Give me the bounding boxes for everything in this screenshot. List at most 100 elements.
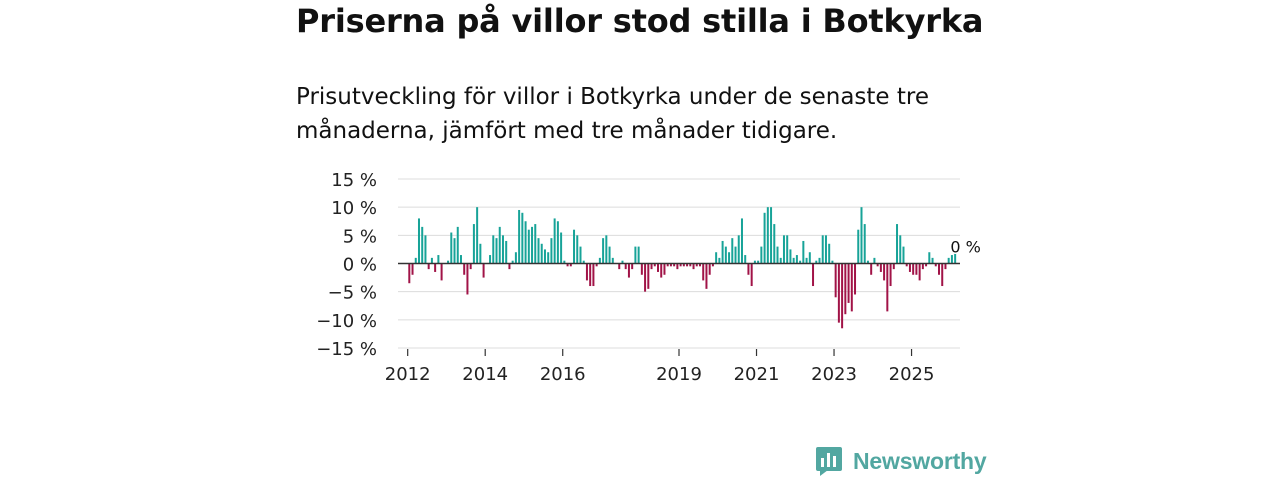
bar — [569, 263, 572, 267]
bar — [492, 235, 495, 264]
bar — [944, 263, 947, 270]
bar — [711, 263, 714, 267]
bar — [469, 263, 472, 270]
bar — [698, 263, 701, 267]
bar — [747, 263, 750, 275]
bar — [760, 246, 763, 264]
bar — [812, 263, 815, 287]
bar — [863, 224, 866, 264]
bar — [621, 260, 624, 264]
bar — [702, 263, 705, 281]
bar — [718, 257, 721, 264]
bar — [427, 263, 430, 270]
bar — [686, 263, 689, 267]
bar — [908, 263, 911, 272]
y-tick-label: −15 % — [316, 339, 377, 360]
bar — [550, 238, 553, 264]
bar — [547, 252, 550, 264]
bar — [902, 246, 905, 264]
bar — [879, 263, 882, 272]
bar — [579, 246, 582, 264]
bar — [782, 235, 785, 264]
bar — [950, 255, 953, 264]
bar — [540, 243, 543, 264]
bar — [896, 224, 899, 264]
bar — [537, 238, 540, 264]
bar — [918, 263, 921, 281]
chart-title: Priserna på villor stod stilla i Botkyrk… — [296, 2, 984, 40]
bar — [424, 235, 427, 264]
bar — [534, 224, 537, 264]
bar — [518, 209, 521, 264]
bar — [472, 224, 475, 264]
bar — [666, 263, 669, 267]
bar — [482, 263, 485, 278]
bar — [566, 263, 569, 267]
bar — [724, 246, 727, 264]
bar — [802, 240, 805, 264]
bar — [805, 257, 808, 264]
bar — [682, 263, 685, 267]
gridlines — [398, 178, 960, 349]
bar — [608, 246, 611, 264]
bar — [434, 263, 437, 272]
bar — [870, 263, 873, 275]
bar — [456, 226, 459, 264]
bar — [779, 257, 782, 264]
y-tick-label: 5 % — [343, 226, 377, 247]
bar — [757, 260, 760, 264]
bar — [640, 263, 643, 275]
bar — [589, 263, 592, 287]
bar — [450, 232, 453, 264]
bar — [598, 257, 601, 264]
bar — [721, 240, 724, 264]
x-tick-label: 2025 — [889, 364, 935, 385]
bar — [476, 207, 479, 264]
x-tick-label: 2021 — [734, 364, 780, 385]
bar — [744, 255, 747, 264]
bar — [753, 260, 756, 264]
bar — [857, 229, 860, 264]
bar — [850, 263, 853, 312]
bar — [521, 212, 524, 264]
y-tick-label: 10 % — [331, 198, 377, 219]
bar — [715, 252, 718, 264]
bar — [637, 246, 640, 264]
bar — [847, 263, 850, 303]
bar — [728, 252, 731, 264]
bar — [556, 221, 559, 264]
bar — [786, 235, 789, 264]
bar — [815, 260, 818, 264]
bar — [799, 260, 802, 264]
bar — [660, 263, 663, 278]
bar — [886, 263, 889, 312]
bar — [531, 226, 534, 264]
newsworthy-logo[interactable]: Newsworthy — [815, 446, 987, 476]
bar — [634, 246, 637, 264]
bar — [430, 257, 433, 264]
bar — [453, 238, 456, 264]
bar — [602, 238, 605, 264]
bar — [734, 246, 737, 264]
bar — [573, 229, 576, 264]
bar — [941, 263, 944, 287]
y-tick-label: −10 % — [316, 311, 377, 332]
bar — [705, 263, 708, 289]
bar — [627, 263, 630, 278]
bar — [892, 263, 895, 270]
bar — [763, 212, 766, 264]
bar — [708, 263, 711, 275]
bar — [505, 240, 508, 264]
value-labels: 0 % — [949, 236, 982, 258]
bar — [560, 232, 563, 264]
bar — [692, 263, 695, 270]
x-tick-label: 2012 — [385, 364, 431, 385]
bar — [414, 257, 417, 264]
bar — [673, 263, 676, 267]
bar — [592, 263, 595, 287]
y-tick-label: 15 % — [331, 170, 377, 191]
bar — [653, 263, 656, 267]
bar — [611, 257, 614, 264]
bar — [624, 263, 627, 270]
bar — [582, 260, 585, 264]
